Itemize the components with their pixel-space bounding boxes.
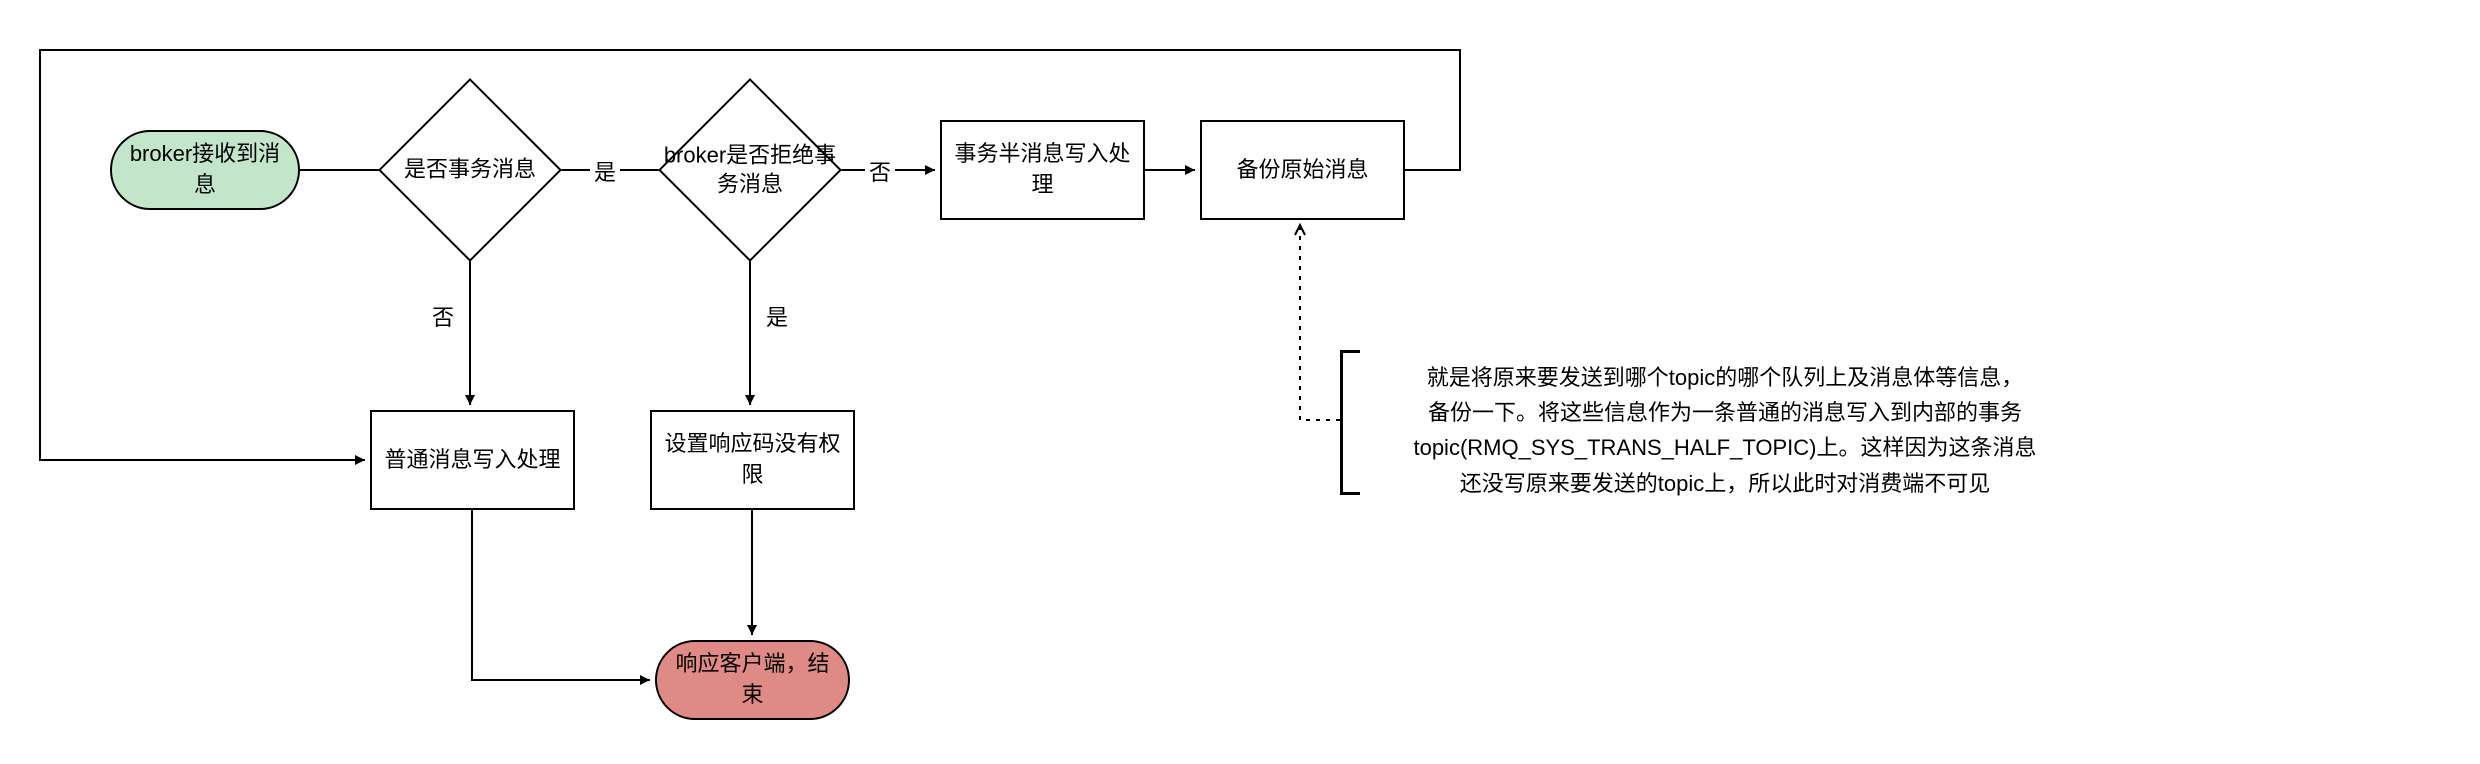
node-backup-label: 备份原始消息 (1236, 155, 1368, 186)
node-decision-reject: broker是否拒绝事务消息 (685, 105, 815, 235)
node-start: broker接收到消息 (110, 130, 300, 210)
edge-layer (0, 0, 2480, 764)
annotation-line-3: topic(RMQ_SYS_TRANS_HALF_TOPIC)上。这样因为这条消… (1375, 430, 2075, 465)
node-backup: 备份原始消息 (1200, 120, 1405, 220)
annotation-text: 就是将原来要发送到哪个topic的哪个队列上及消息体等信息， 备份一下。将这些信… (1375, 360, 2075, 501)
node-no-auth: 设置响应码没有权限 (650, 410, 855, 510)
node-d1-label: 是否事务消息 (379, 156, 561, 185)
node-end-label: 响应客户端，结束 (667, 649, 838, 711)
node-d2-label: broker是否拒绝事务消息 (659, 141, 841, 198)
edge-label-d1-no: 否 (428, 300, 458, 332)
node-noauth-label: 设置响应码没有权限 (662, 429, 843, 491)
node-half-message: 事务半消息写入处理 (940, 120, 1145, 220)
node-start-label: broker接收到消息 (122, 139, 288, 201)
edge-label-d1-yes: 是 (590, 155, 620, 187)
annotation-line-2: 备份一下。将这些信息作为一条普通的消息写入到内部的事务 (1375, 395, 2075, 430)
edge-label-d2-no: 否 (865, 155, 895, 187)
annotation-line-1: 就是将原来要发送到哪个topic的哪个队列上及消息体等信息， (1375, 360, 2075, 395)
node-half-label: 事务半消息写入处理 (952, 139, 1133, 201)
node-normal-write: 普通消息写入处理 (370, 410, 575, 510)
node-end: 响应客户端，结束 (655, 640, 850, 720)
node-normal-label: 普通消息写入处理 (384, 445, 560, 476)
node-decision-transaction: 是否事务消息 (405, 105, 535, 235)
edge-label-d2-yes: 是 (762, 300, 792, 332)
annotation-line-4: 还没写原来要发送的topic上，所以此时对消费端不可见 (1375, 466, 2075, 501)
annotation-bracket (1340, 350, 1360, 495)
